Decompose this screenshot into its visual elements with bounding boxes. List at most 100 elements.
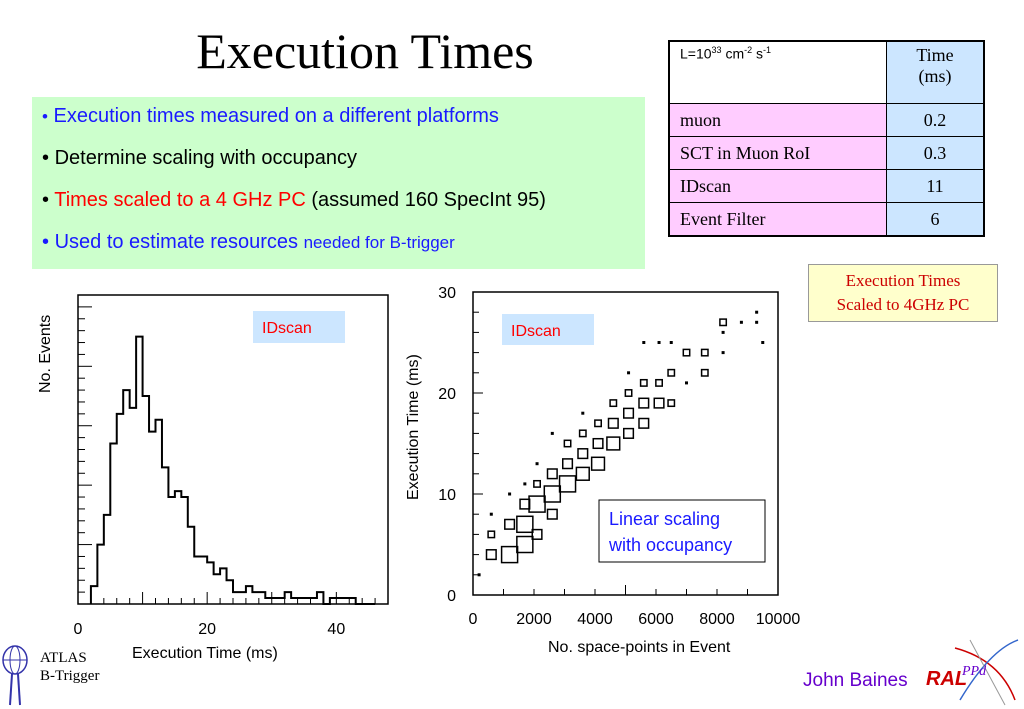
scatter-point: [638, 417, 650, 429]
bullet-4-small-text: needed for B-trigger: [303, 233, 455, 252]
scatter-x-tick-label: 6000: [638, 611, 674, 628]
bullet-1-text: Execution times measured on a different …: [53, 105, 499, 127]
scatter-point: [653, 397, 665, 409]
scatter-point: [700, 348, 709, 357]
lumi-unit2: s: [752, 45, 764, 62]
scatter-point: [719, 318, 728, 327]
scatter-y-tick-label: 10: [438, 487, 456, 504]
scatter-x-tick-label: 4000: [577, 611, 613, 628]
scatter-point: [546, 468, 558, 480]
scatter-point: [508, 492, 512, 496]
scatter-point: [543, 485, 562, 503]
scatter-point: [655, 378, 663, 387]
scatter-point: [721, 351, 725, 355]
scatter-x-tick-label: 0: [469, 611, 478, 628]
time-header-line2: (ms): [918, 66, 952, 86]
table-row: Event Filter 6: [668, 202, 985, 237]
scatter-point: [623, 407, 635, 419]
lumi-exp3: -1: [763, 45, 772, 55]
bullet-3-red-text: Times scaled to a 4 GHz PC: [54, 189, 306, 211]
scatter-point: [516, 535, 534, 554]
scatter-x-tick-labels: 0 2000 4000 6000 8000 10000: [469, 611, 801, 628]
luminosity-header: L=1033 cm-2 s-1: [668, 40, 887, 104]
bullet-4-text: Used to estimate resources: [54, 231, 299, 253]
scatter-ylabel: Execution Time (ms): [405, 354, 422, 500]
bullet-1: • Execution times measured on a differen…: [42, 105, 645, 147]
scatter-point: [523, 482, 527, 486]
scatter-x-tick-label: 8000: [699, 611, 735, 628]
ppd-logo-text: PPd: [962, 664, 987, 679]
scatter-point: [606, 436, 621, 451]
scatter-point: [755, 310, 759, 314]
scatter-point: [558, 475, 577, 493]
table-row: IDscan 11: [668, 169, 985, 203]
bullet-box: • Execution times measured on a differen…: [32, 97, 645, 269]
scatter-point: [669, 341, 673, 344]
scatter-point: [528, 495, 546, 513]
scatter-point: [535, 462, 539, 466]
row-value: 11: [886, 169, 985, 203]
scatter-point: [682, 348, 691, 357]
scatter-point: [550, 431, 554, 435]
table-row: SCT in Muon RoI 0.3: [668, 136, 985, 170]
bullet-3: • Times scaled to a 4 GHz PC (assumed 16…: [42, 189, 645, 231]
table-row: muon 0.2: [668, 103, 985, 137]
scatter-point: [592, 437, 604, 450]
scatter-point: [581, 411, 585, 415]
bullet-2-text: Determine scaling with occupancy: [54, 147, 357, 169]
scatter-xlabel: No. space-points in Event: [548, 639, 731, 656]
ral-swirl-icon: [959, 639, 1019, 701]
scatter-label-box: [502, 314, 594, 345]
scatter-point: [721, 330, 725, 334]
histogram-xlabel: Execution Time (ms): [132, 645, 278, 662]
scatter-point: [685, 381, 688, 385]
note-line-2: Scaled to 4GHz PC: [836, 295, 970, 314]
lumi-exp1: 33: [711, 45, 722, 55]
row-label: muon: [668, 103, 887, 137]
atlas-label: ATLAS B-Trigger: [40, 649, 99, 685]
scatter-point: [500, 545, 519, 564]
row-value: 6: [886, 202, 985, 237]
scatter-points: [477, 310, 765, 577]
page-title: Execution Times: [196, 23, 534, 79]
scatter-point: [485, 549, 497, 561]
scatter-point: [739, 320, 743, 324]
scatter-point: [700, 368, 709, 377]
scatter-ticks: [472, 291, 779, 596]
row-label: SCT in Muon RoI: [668, 136, 887, 170]
bullet-marker: •: [42, 107, 48, 126]
scatter-point: [609, 399, 618, 408]
scatter-point: [516, 515, 534, 534]
scatter-y-tick-label: 30: [438, 285, 456, 302]
bullet-2: • Determine scaling with occupancy: [42, 147, 645, 189]
histogram-ylabel: No. Events: [37, 315, 54, 393]
scatter-y-tick-label: 20: [438, 386, 456, 403]
histogram-x-tick-label: 0: [74, 621, 83, 638]
scatter-point: [519, 498, 531, 510]
bullet-marker: •: [42, 231, 50, 253]
histogram-x-tick-label: 20: [198, 621, 216, 638]
scatter-point: [578, 429, 587, 438]
row-value: 0.2: [886, 103, 985, 137]
scatter-y-tick-label: 0: [447, 588, 456, 605]
scatter-point: [504, 518, 516, 530]
timing-table: L=1033 cm-2 s-1 Time (ms) muon 0.2 SCT in …: [668, 40, 985, 237]
scatter-point: [489, 512, 493, 516]
ral-swirl-icon: [954, 647, 1016, 701]
histogram-label-box: [253, 311, 345, 343]
ral-swirl-icon: [969, 639, 1006, 706]
bullet-marker: •: [42, 189, 50, 211]
histogram-x-tick-labels: 0 20 40: [74, 621, 346, 638]
row-value: 0.3: [886, 136, 985, 170]
lumi-base: L=10: [680, 45, 712, 62]
scatter-label: IDscan: [511, 323, 561, 340]
scatter-point: [667, 368, 676, 377]
scatter-point: [477, 573, 481, 577]
scatter-point: [594, 419, 602, 428]
scatter-point: [623, 427, 635, 439]
scatter-point: [563, 439, 572, 448]
atlas-line-2: B-Trigger: [40, 668, 100, 684]
author-name: John Baines: [803, 670, 908, 691]
scatter-point: [761, 341, 765, 344]
